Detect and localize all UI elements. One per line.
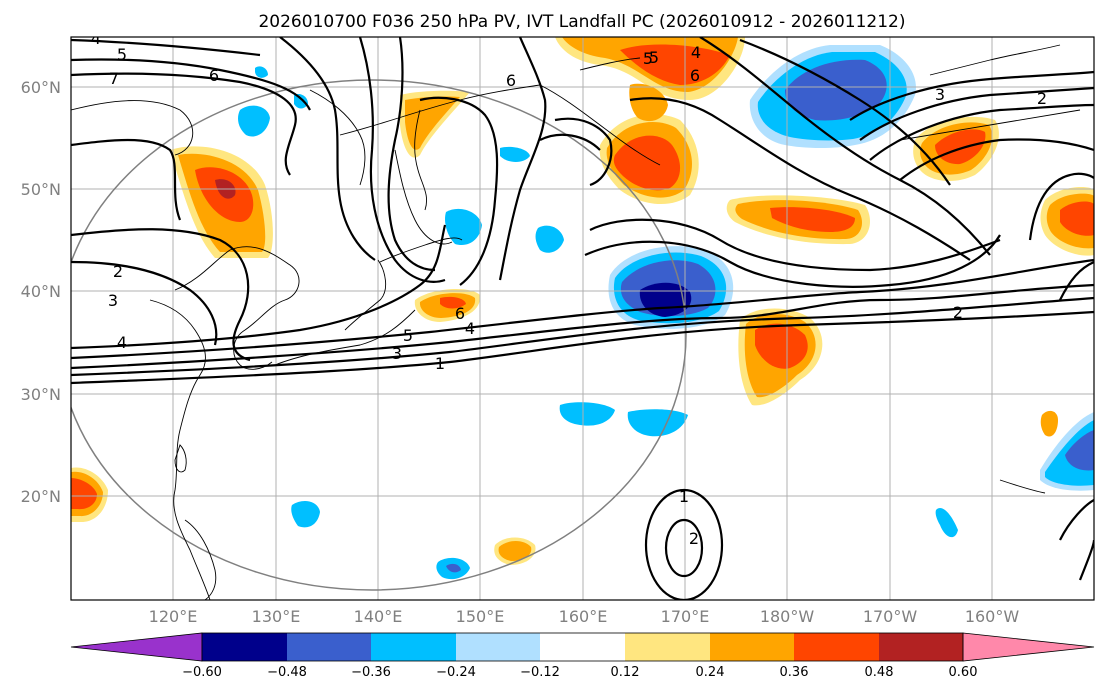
colorbar-tick-label: −0.36 — [351, 665, 391, 680]
lat-label: 20°N — [21, 487, 61, 506]
positive-anomaly — [498, 541, 532, 561]
negative-anomaly — [935, 507, 958, 538]
lon-label: 170°E — [661, 607, 710, 626]
contour-label: 5 — [649, 48, 659, 67]
negative-anomaly — [446, 563, 461, 573]
contour-label: 5 — [403, 326, 413, 345]
colorbar-tick-label: −0.60 — [182, 665, 222, 680]
colorbar-tick-label: 0.60 — [949, 665, 978, 680]
contour-label: 2 — [1037, 89, 1047, 108]
lon-label: 170°W — [863, 607, 918, 626]
colorbar-segment — [287, 633, 371, 661]
negative-anomaly — [445, 208, 482, 246]
contour-label: 2 — [113, 262, 123, 281]
negative-anomaly — [255, 66, 268, 78]
contour-label: 6 — [506, 71, 516, 90]
colorbar-segment — [202, 633, 287, 661]
contour-label: 3 — [392, 344, 402, 363]
negative-anomaly — [559, 402, 615, 426]
colorbar-segment — [794, 633, 879, 661]
positive-anomaly — [71, 478, 97, 510]
colorbar-segment — [540, 633, 625, 661]
positive-anomaly — [935, 129, 986, 165]
lon-label: 130°E — [252, 607, 301, 626]
colorbar-frame — [201, 632, 964, 662]
lon-label: 160°W — [965, 607, 1020, 626]
positive-anomaly — [440, 296, 466, 309]
colorbar-segment — [879, 633, 963, 661]
negative-anomaly — [627, 409, 688, 437]
latitude-labels: 60°N 50°N 40°N 30°N 20°N — [21, 78, 61, 506]
colorbar-tick-label: 0.36 — [780, 665, 809, 680]
colorbar-segment — [456, 633, 540, 661]
contour-label: 1 — [435, 354, 445, 373]
colorbar-tick-label: 0.12 — [611, 665, 640, 680]
colorbar-segment — [625, 633, 710, 661]
positive-anomaly — [620, 44, 730, 85]
contour-label: 4 — [691, 43, 701, 62]
pv-contours — [71, 37, 1094, 600]
contour-label: 2 — [689, 529, 699, 548]
negative-anomaly — [294, 94, 308, 109]
positive-anomaly — [770, 207, 855, 232]
contour-label: 5 — [643, 49, 653, 68]
colorbar-tick-label: −0.48 — [267, 665, 307, 680]
positive-anomaly — [1040, 410, 1058, 437]
positive-anomaly — [613, 135, 681, 191]
shaded-field — [71, 37, 1094, 580]
lon-label: 150°E — [456, 607, 505, 626]
colorbar: −0.60 −0.48 −0.36 −0.24 −0.12 0.12 0.24 … — [70, 632, 1095, 680]
contour-label: 4 — [465, 319, 475, 338]
colorbar-extend-low — [70, 632, 203, 662]
contour-label: 6 — [455, 304, 465, 323]
negative-anomaly — [291, 500, 320, 528]
negative-anomaly — [535, 225, 564, 253]
lon-label: 160°E — [559, 607, 608, 626]
negative-anomaly — [785, 59, 887, 121]
contour-label: 2 — [953, 303, 963, 322]
contour-label: 3 — [935, 85, 945, 104]
contour-label: 6 — [209, 66, 219, 85]
positive-anomaly — [755, 323, 808, 369]
negative-anomaly — [238, 105, 270, 137]
colorbar-tick-label: −0.24 — [436, 665, 476, 680]
contour-label: 3 — [108, 291, 118, 310]
contour-label: 4 — [117, 333, 127, 352]
colorbar-ticks: −0.60 −0.48 −0.36 −0.24 −0.12 0.12 0.24 … — [182, 665, 977, 680]
lon-label: 180°W — [760, 607, 815, 626]
lon-label: 120°E — [149, 607, 198, 626]
map-title: 2026010700 F036 250 hPa PV, IVT Landfall… — [258, 12, 905, 32]
colorbar-extend-high — [962, 632, 1095, 662]
map-frame — [70, 36, 1095, 601]
lat-label: 40°N — [21, 282, 61, 301]
positive-anomaly — [629, 83, 668, 122]
contour-label: 7 — [109, 69, 119, 88]
positive-anomaly — [405, 96, 460, 150]
contour-label: 4 — [91, 29, 101, 48]
lat-label: 60°N — [21, 78, 61, 97]
lat-label: 50°N — [21, 180, 61, 199]
radius-circle — [71, 79, 687, 591]
colorbar-tick-label: 0.24 — [696, 665, 725, 680]
negative-anomaly — [1065, 430, 1094, 471]
lon-label: 140°E — [354, 607, 403, 626]
contour-label: 1 — [679, 487, 689, 506]
longitude-labels: 120°E 130°E 140°E 150°E 160°E 170°E 180°… — [149, 607, 1020, 626]
colorbar-tick-label: 0.48 — [865, 665, 894, 680]
contour-label: 5 — [117, 45, 127, 64]
contour-labels: 4 5 7 6 6 5 4 5 6 3 2 2 3 4 6 4 5 3 1 2 … — [91, 29, 1047, 548]
colorbar-segment — [710, 633, 794, 661]
colorbar-tick-label: −0.12 — [520, 665, 560, 680]
lat-label: 30°N — [21, 385, 61, 404]
colorbar-segment — [371, 633, 456, 661]
map-body: 4 5 7 6 6 5 4 5 6 3 2 2 3 4 6 4 5 3 1 2 … — [71, 29, 1094, 600]
negative-anomaly — [500, 146, 530, 162]
contour-label: 6 — [690, 66, 700, 85]
positive-anomaly — [1060, 201, 1094, 236]
